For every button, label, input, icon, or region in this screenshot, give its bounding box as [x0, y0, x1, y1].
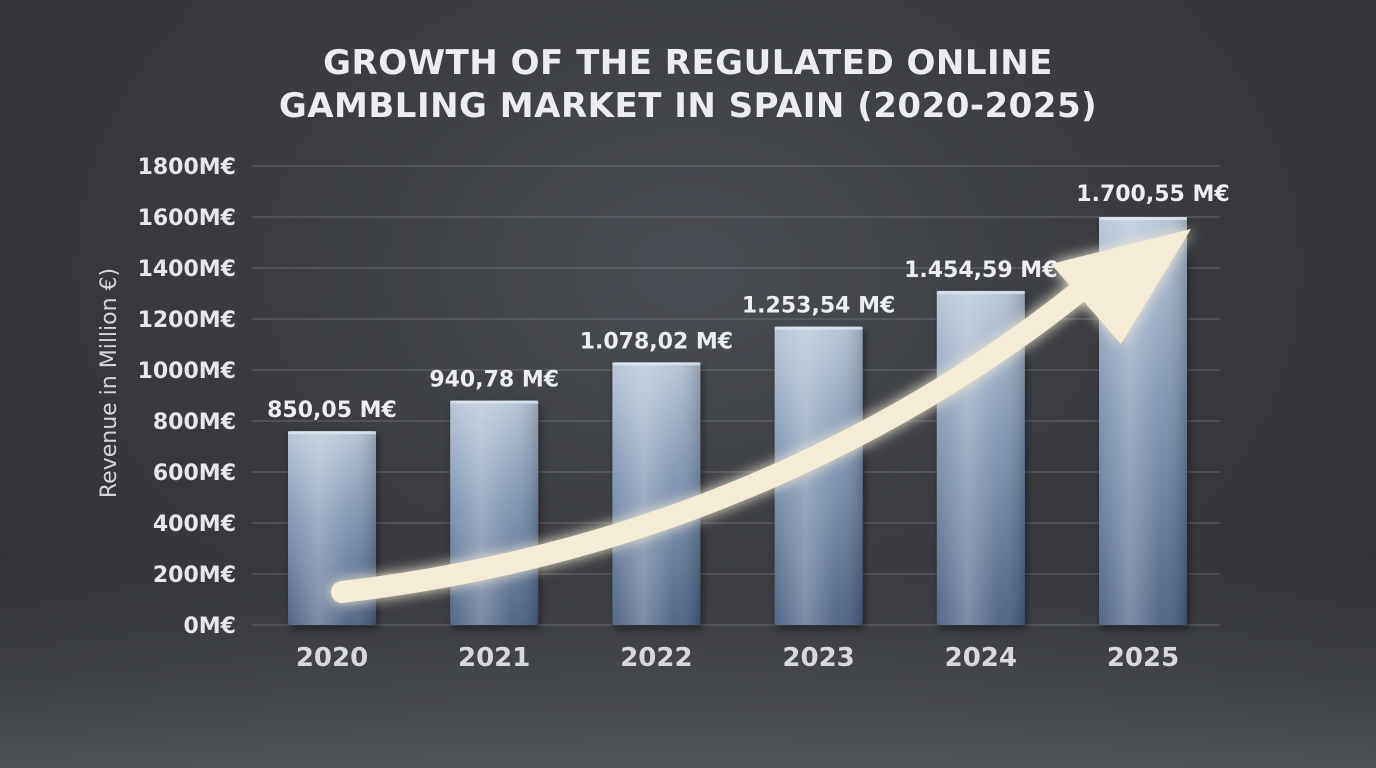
bars — [288, 217, 1187, 625]
bar — [774, 326, 863, 625]
bar-sheen — [450, 400, 539, 625]
y-tick-label: 400M€ — [153, 512, 236, 537]
x-tick-label: 2022 — [620, 643, 692, 673]
bar-value-label: 850,05 M€ — [267, 398, 397, 423]
chart-title-line-2: GAMBLING MARKET IN SPAIN (2020-2025) — [279, 86, 1097, 126]
bar-top-edge — [774, 326, 863, 330]
x-tick-label: 2025 — [1107, 643, 1179, 673]
y-tick-label: 0M€ — [183, 614, 236, 639]
bar — [450, 400, 539, 625]
bar-top-edge — [1099, 217, 1187, 220]
bar-top-edge — [612, 362, 701, 366]
bar-sheen — [288, 431, 376, 625]
y-tick-label: 1800M€ — [138, 155, 236, 180]
trend-arrow — [331, 229, 1191, 603]
value-labels: 850,05 M€ 940,78 M€ 1.078,02 M€ 1.253,54 M€… — [267, 182, 1230, 423]
bar-sheen — [774, 326, 863, 625]
x-tick-label: 2021 — [458, 643, 530, 673]
bar — [612, 362, 701, 625]
bar-value-label: 1.454,59 M€ — [904, 258, 1057, 283]
trend-arrow-shaft — [331, 261, 1114, 603]
bar-value-label: 940,78 M€ — [429, 368, 559, 393]
y-axis-title: Revenue in Million €) — [97, 268, 122, 498]
y-tick-label: 800M€ — [153, 410, 236, 435]
bar — [288, 431, 376, 625]
x-tick-label: 2020 — [296, 643, 368, 673]
y-tick-label: 1200M€ — [138, 308, 236, 333]
y-tick-label: 1000M€ — [138, 359, 236, 384]
bar-value-label: 1.253,54 M€ — [742, 294, 895, 319]
y-tick-label: 1600M€ — [138, 206, 236, 231]
y-axis-ticks: 0M€ 200M€ 400M€ 600M€ 800M€ 1000M€ 1200M€ 1400M… — [138, 155, 236, 639]
bar-sheen — [612, 362, 701, 625]
x-axis-ticks: 2020 2021 2022 2023 2024 2025 — [296, 643, 1179, 673]
bar-top-edge — [936, 290, 1025, 294]
bar-value-label: 1.700,55 M€ — [1076, 182, 1229, 207]
x-tick-label: 2023 — [782, 643, 854, 673]
trend-arrow-head — [1051, 229, 1191, 344]
bar-value-label: 1.078,02 M€ — [580, 329, 733, 354]
x-tick-label: 2024 — [945, 643, 1017, 673]
y-tick-label: 200M€ — [153, 563, 236, 588]
y-tick-label: 600M€ — [153, 461, 236, 486]
chart-title-line-1: GROWTH OF THE REGULATED ONLINE — [323, 43, 1053, 83]
y-tick-label: 1400M€ — [138, 257, 236, 282]
grid-lines — [252, 165, 1220, 626]
bar-top-edge — [450, 400, 539, 404]
bar-top-edge — [288, 431, 376, 435]
